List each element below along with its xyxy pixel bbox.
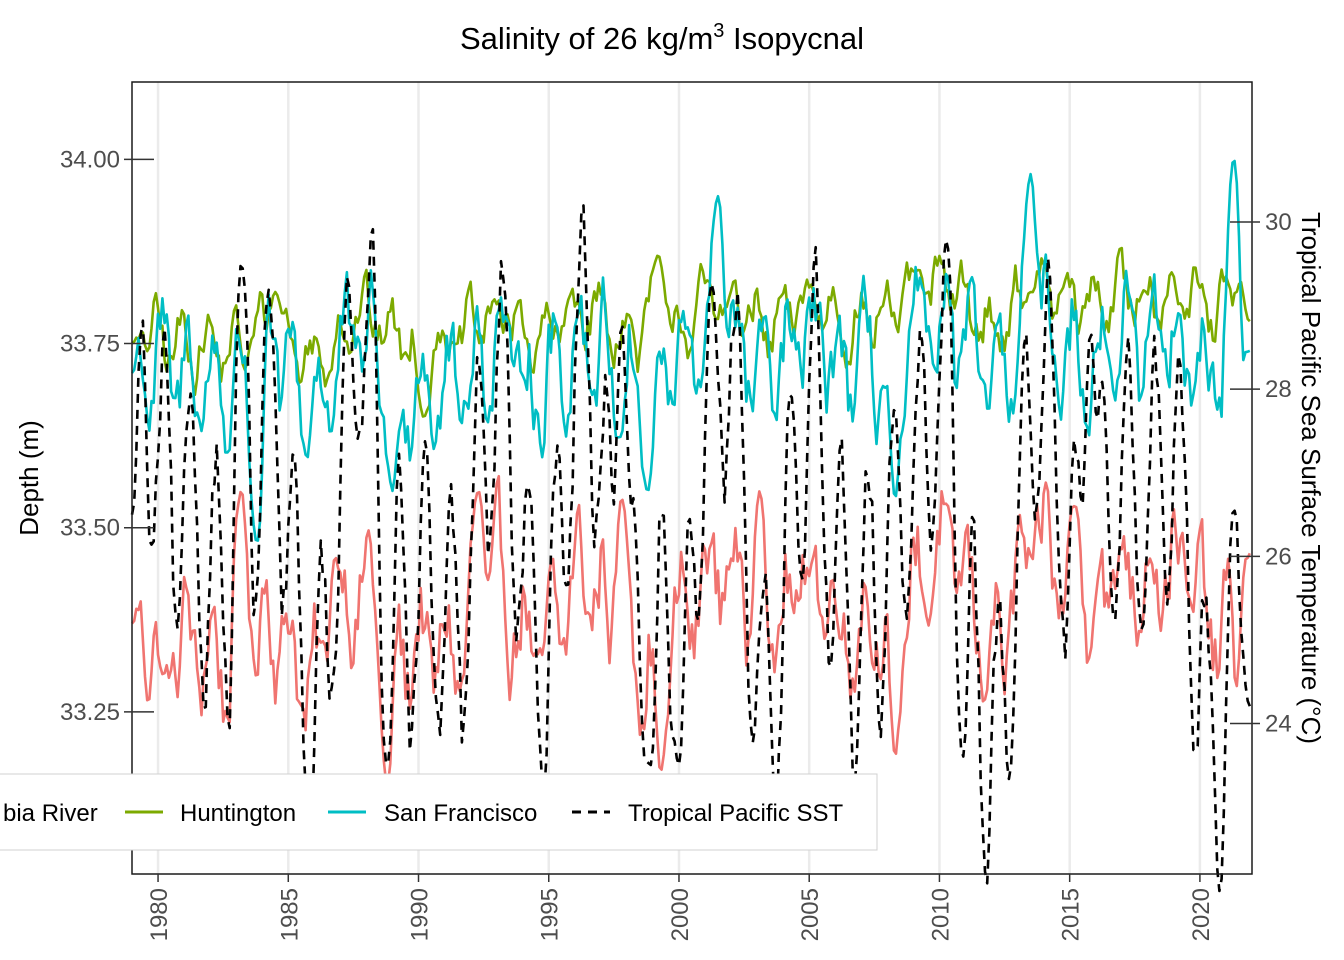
y2-tick-label: 24 [1265,711,1292,738]
gridlines [156,82,1202,874]
y-tick-label: 33.50 [60,515,120,542]
plot-border [131,81,1253,875]
y2-tick-label: 30 [1265,209,1292,236]
x-tick-label: 1980 [146,888,173,941]
legend-label-san-francisco: San Francisco [384,800,537,827]
y-tick-label: 33.75 [60,331,120,358]
series-layer [130,159,1252,893]
y-tick-label: 34.00 [60,146,120,173]
axes-layer: 1980 1985 1990 1995 2000 2005 2010 2015 2020 33.2… [60,146,1292,941]
x-tick-label: 2015 [1058,888,1085,941]
series-line-huntington [131,246,1251,418]
x-tick-label: 2000 [667,888,694,941]
x-tick-label: 2020 [1188,888,1215,941]
legend-label-huntington: Huntington [180,800,296,827]
x-tick-label: 1985 [276,888,303,941]
y2-tick-label: 26 [1265,543,1292,570]
series-line-columbia-river [131,474,1251,785]
chart-title: Salinity of 26 kg/m3 Isopycnal [460,20,864,56]
legend: bia River Huntington San Francisco Tropi… [0,773,878,851]
legend-label-columbia-river: bia River [3,800,98,827]
legend-label-tropical-pacific-sst: Tropical Pacific SST [628,800,844,827]
x-tick-label: 2010 [927,888,954,941]
y-tick-label: 33.25 [60,699,120,726]
series-line-san-francisco [130,159,1251,542]
x-tick-label: 1990 [407,888,434,941]
series-line-tropical-pacific-sst [130,204,1252,893]
x-tick-label: 2005 [797,888,824,941]
y2-axis-title: Tropical Pacific Sea Surface Temperature… [1296,212,1326,744]
y-axis-title: Depth (m) [14,420,44,536]
y2-tick-label: 28 [1265,376,1292,403]
x-tick-label: 1995 [537,888,564,941]
